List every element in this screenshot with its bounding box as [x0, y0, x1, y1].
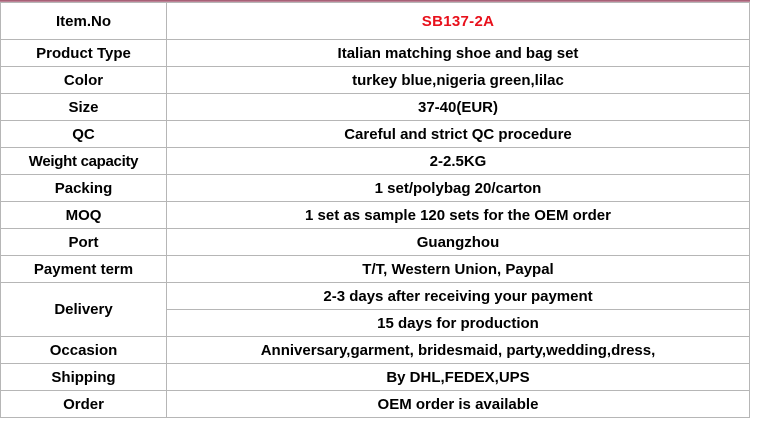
row-value-qc: Careful and strict QC procedure	[166, 120, 750, 148]
table-row: Item.No SB137-2A	[0, 2, 750, 40]
row-value-packing: 1 set/polybag 20/carton	[166, 174, 750, 202]
row-value-color: turkey blue,nigeria green,lilac	[166, 66, 750, 94]
row-value-moq: 1 set as sample 120 sets for the OEM ord…	[166, 201, 750, 229]
row-value-occasion: Anniversary,garment, bridesmaid, party,w…	[166, 336, 750, 364]
top-accent-bar	[0, 0, 750, 2]
row-label-packing: Packing	[0, 174, 167, 202]
table-row: Product Type Italian matching shoe and b…	[0, 39, 750, 67]
row-label-item-no: Item.No	[0, 2, 167, 40]
table-row: MOQ 1 set as sample 120 sets for the OEM…	[0, 201, 750, 229]
table-row: Size 37-40(EUR)	[0, 93, 750, 121]
row-value-shipping: By DHL,FEDEX,UPS	[166, 363, 750, 391]
row-label-occasion: Occasion	[0, 336, 167, 364]
row-label-color: Color	[0, 66, 167, 94]
table-row: Port Guangzhou	[0, 228, 750, 256]
row-value-product-type: Italian matching shoe and bag set	[166, 39, 750, 67]
row-value-port: Guangzhou	[166, 228, 750, 256]
row-label-weight-capacity: Weight capacity	[0, 147, 167, 175]
row-label-moq: MOQ	[0, 201, 167, 229]
row-label-shipping: Shipping	[0, 363, 167, 391]
row-label-size: Size	[0, 93, 167, 121]
row-value-payment-term: T/T, Western Union, Paypal	[166, 255, 750, 283]
table-row: Order OEM order is available	[0, 390, 750, 418]
table-row: Delivery 2-3 days after receiving your p…	[0, 282, 750, 337]
row-value-weight-capacity: 2-2.5KG	[166, 147, 750, 175]
table-row: Occasion Anniversary,garment, bridesmaid…	[0, 336, 750, 364]
row-value-item-no: SB137-2A	[166, 2, 750, 40]
row-value-size: 37-40(EUR)	[166, 93, 750, 121]
table-row: QC Careful and strict QC procedure	[0, 120, 750, 148]
table-row: Color turkey blue,nigeria green,lilac	[0, 66, 750, 94]
row-value-delivery-production: 15 days for production	[166, 309, 750, 337]
table-row: Packing 1 set/polybag 20/carton	[0, 174, 750, 202]
row-label-payment-term: Payment term	[0, 255, 167, 283]
table-row: Weight capacity 2-2.5KG	[0, 147, 750, 175]
row-value-order: OEM order is available	[166, 390, 750, 418]
product-spec-table: Item.No SB137-2A Product Type Italian ma…	[0, 2, 750, 418]
row-label-port: Port	[0, 228, 167, 256]
row-label-order: Order	[0, 390, 167, 418]
row-label-delivery: Delivery	[0, 282, 167, 337]
table-row: 15 days for production	[1, 309, 750, 337]
table-row: Shipping By DHL,FEDEX,UPS	[0, 363, 750, 391]
row-value-delivery-payment: 2-3 days after receiving your payment	[166, 282, 750, 310]
table-row: Payment term T/T, Western Union, Paypal	[0, 255, 750, 283]
row-label-qc: QC	[0, 120, 167, 148]
row-label-product-type: Product Type	[0, 39, 167, 67]
